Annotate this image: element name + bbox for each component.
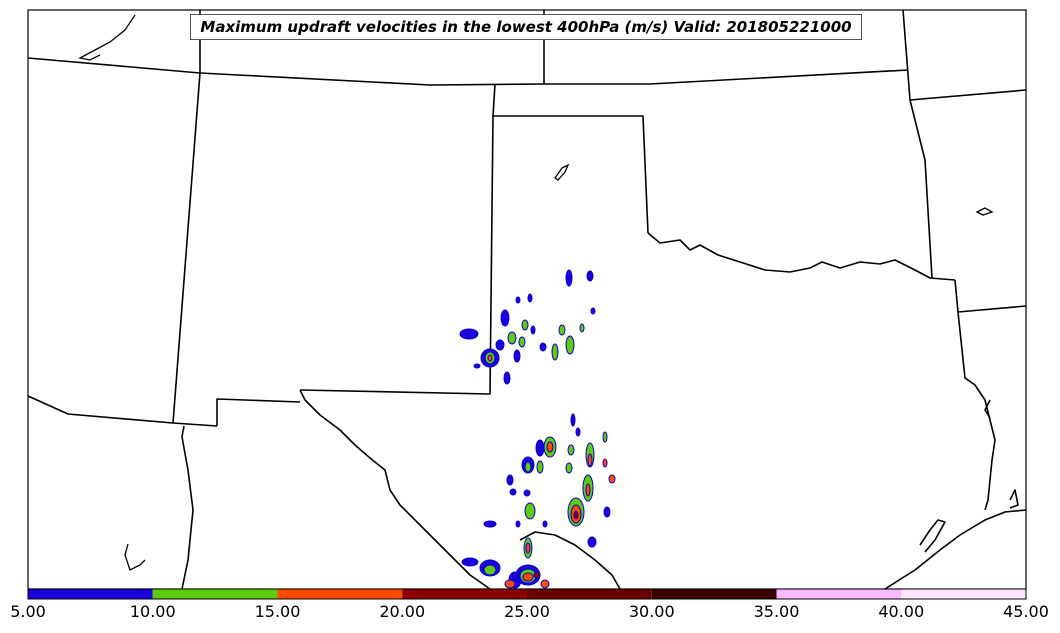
border-rio-grande <box>299 389 491 590</box>
map-title: Maximum updraft velocities in the lowest… <box>190 14 862 40</box>
contour-cell <box>575 427 581 437</box>
colorbar-tick-label: 40.00 <box>878 602 925 621</box>
border-ok-panhandle <box>492 83 649 234</box>
contour-cell <box>565 269 573 287</box>
contour-cell <box>590 307 596 315</box>
colorbar-segment <box>402 589 527 599</box>
contour-cell <box>503 371 511 385</box>
colorbar-tick-label: 15.00 <box>254 602 301 621</box>
border-gulf-coast <box>519 531 621 590</box>
border-ar-west <box>909 99 933 279</box>
colorbar-segment <box>901 589 1026 599</box>
contour-cell <box>587 453 593 467</box>
colorbar-tick-label: 30.00 <box>628 602 675 621</box>
colorbar-tick-label: 20.00 <box>379 602 426 621</box>
colorbar-tick-label: 35.00 <box>753 602 800 621</box>
contour-cell <box>546 441 554 453</box>
contour-cell <box>565 462 573 474</box>
colorbar-tick-label: 10.00 <box>129 602 176 621</box>
contour-cell <box>573 510 579 520</box>
contour-cell <box>542 520 548 528</box>
contour-cell <box>495 339 505 351</box>
contour-cell <box>515 296 521 304</box>
state-borders <box>27 9 1027 590</box>
border-sabine <box>957 311 996 511</box>
contour-cell <box>539 342 547 352</box>
contour-cell <box>507 331 517 345</box>
coastline-detail-3 <box>984 399 991 419</box>
contour-cell <box>527 293 533 303</box>
contour-cell <box>487 354 493 362</box>
contour-cell <box>602 431 608 443</box>
colorbar-segment <box>277 589 403 599</box>
contour-cell <box>533 571 541 579</box>
colorbar-tick-label: 25.00 <box>504 602 550 621</box>
colorbar-segment <box>776 589 902 599</box>
contour-cell <box>483 564 497 576</box>
contour-cell <box>567 444 575 456</box>
border-tx-panhandle <box>299 115 494 395</box>
contour-cell <box>515 520 521 528</box>
colorbar <box>28 589 1026 599</box>
contour-cell <box>523 489 531 497</box>
coastline-detail-2 <box>919 519 946 553</box>
lake-east-1 <box>975 207 994 216</box>
lakes-and-coast <box>78 14 994 571</box>
contour-cell <box>558 324 566 336</box>
lake-west-1 <box>124 543 146 571</box>
contour-cell <box>608 474 616 484</box>
colorbar-segment <box>527 589 652 599</box>
map-frame <box>27 9 1027 590</box>
contour-cell <box>504 579 516 589</box>
contour-cell <box>473 363 481 369</box>
contour-cell <box>524 461 532 473</box>
contour-cell <box>461 557 479 567</box>
contour-cell <box>536 460 544 474</box>
contour-cell <box>565 335 575 355</box>
colorbar-tick-label: 5.00 <box>10 602 46 621</box>
updraft-contours <box>459 269 616 589</box>
border-red-river <box>647 232 956 281</box>
colorbar-tick-label: 45.00 <box>1003 602 1049 621</box>
border-nm-south <box>216 398 301 426</box>
lake-north-1 <box>78 14 136 61</box>
border-gulf-east <box>884 509 1027 590</box>
colorbar-segment <box>152 589 278 599</box>
contour-cell <box>500 309 510 327</box>
lake-north-2 <box>554 163 570 181</box>
contour-cell <box>518 336 526 348</box>
contour-cell <box>602 458 608 468</box>
contour-cell <box>525 542 531 554</box>
colorbar-segment <box>651 589 777 599</box>
contour-cell <box>522 572 534 582</box>
colorbar-segment <box>28 589 153 599</box>
border-chihuahua <box>181 425 194 590</box>
contour-cell <box>587 536 597 548</box>
contour-cell <box>530 325 536 335</box>
contour-cell <box>535 439 545 457</box>
contour-cell <box>585 483 591 497</box>
colorbar-frame <box>27 588 1027 600</box>
border-north <box>27 57 909 86</box>
contour-cell <box>521 319 529 331</box>
contour-cell <box>579 323 585 333</box>
contour-cell <box>513 349 521 363</box>
contour-cell <box>570 413 576 427</box>
border-az-nm <box>172 422 218 427</box>
contour-cell <box>483 520 497 528</box>
contour-cell <box>524 502 536 520</box>
contour-cell <box>586 270 594 282</box>
contour-cell <box>551 343 559 361</box>
border-nm-west <box>27 395 174 424</box>
coastline-detail-1 <box>1009 489 1019 509</box>
contour-cell <box>506 474 514 486</box>
contour-cell <box>540 579 550 589</box>
contour-cell <box>603 506 611 518</box>
contour-cell <box>509 488 517 496</box>
contour-cell <box>459 328 479 340</box>
